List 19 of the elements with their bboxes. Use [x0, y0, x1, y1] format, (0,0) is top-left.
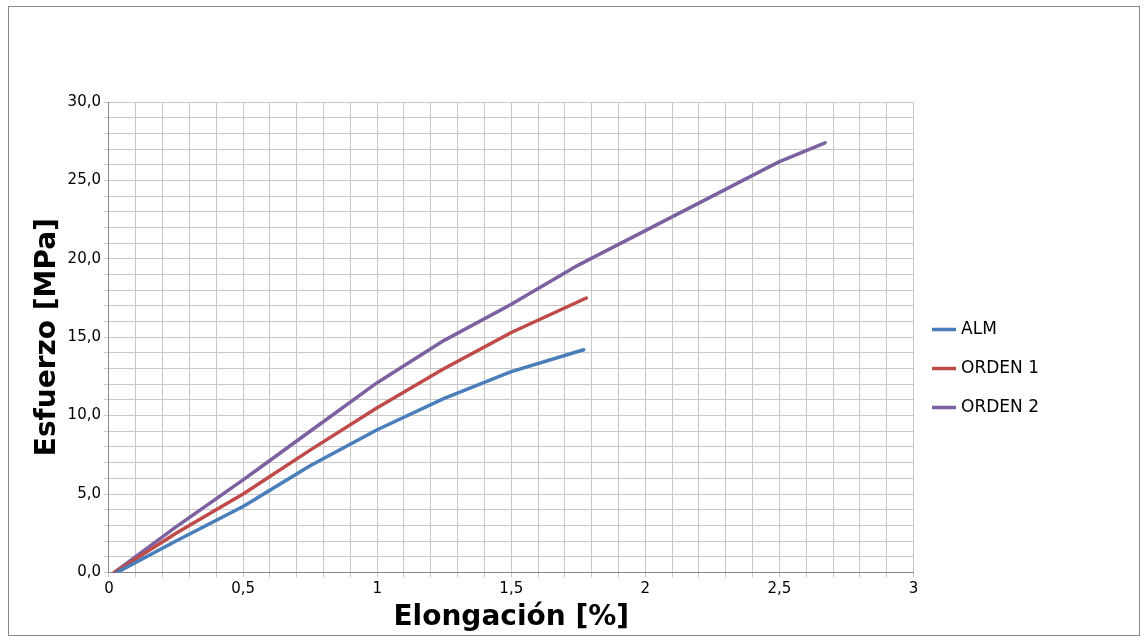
x-axis-title: Elongación [%] — [393, 599, 630, 633]
y-tick-label: 25,0 — [67, 170, 101, 189]
y-tick-label: 30,0 — [67, 91, 101, 110]
y-tick-label: 10,0 — [67, 405, 101, 424]
legend-label: ALM — [961, 317, 997, 338]
x-tick-label: 0,5 — [231, 579, 256, 598]
x-tick-label: 1,5 — [499, 579, 524, 598]
y-tick-label: 5,0 — [77, 483, 101, 502]
x-tick-label: 0 — [104, 579, 114, 598]
legend-label: ORDEN 1 — [961, 356, 1040, 377]
x-tick-label: 2 — [640, 579, 651, 598]
x-tick-label: 3 — [908, 579, 919, 598]
x-tick-label: 1 — [372, 579, 382, 598]
y-axis-title: Esfuerzo [MPa] — [29, 218, 63, 457]
y-tick-label: 20,0 — [67, 248, 101, 267]
legend-label: ORDEN 2 — [961, 395, 1040, 416]
y-tick-label: 15,0 — [67, 327, 101, 346]
y-tick-label: 0,0 — [77, 562, 101, 581]
x-tick-label: 2,5 — [767, 579, 792, 598]
